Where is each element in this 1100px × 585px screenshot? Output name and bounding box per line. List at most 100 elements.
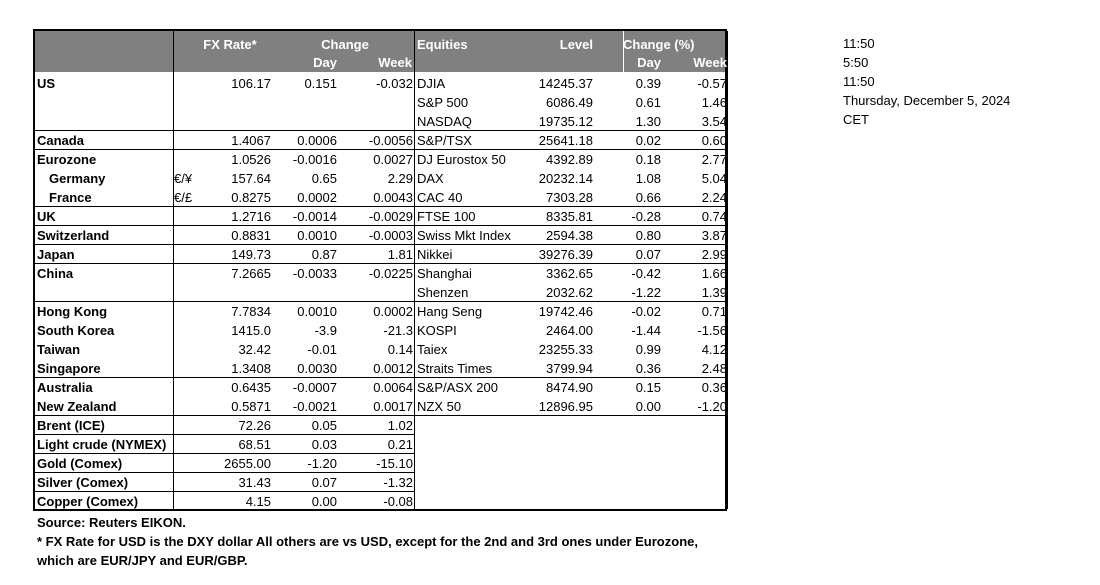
header-eq-week: Week [693,55,727,70]
cell-day: -1.20 [307,456,337,471]
cell-fx: 0.8275 [231,190,271,205]
cell-week: -0.08 [383,494,413,509]
cell-index [417,454,527,473]
cell-day: -0.01 [307,342,337,357]
cell-fx: 4.15 [245,494,271,509]
cell-fx: 0.5871 [231,399,271,414]
cell-index [417,473,527,492]
divider-level-change [623,31,624,72]
cell-country [37,93,173,112]
cell-fx [205,93,271,112]
cell-fx: 0.6435 [231,380,271,395]
cell-week: 0.0043 [373,190,413,205]
cell-fx: 106.17 [231,76,271,91]
cell-day: 0.05 [311,418,337,433]
cell-eq-week: -1.56 [697,323,727,338]
header-change-pct: Change (%) [623,37,695,52]
cell-day: 0.65 [311,171,337,186]
cell-week: -1.32 [383,475,413,490]
cell-index: Straits Times [417,361,493,376]
row-separator [35,263,727,264]
cell-day: -0.0014 [292,209,337,224]
cell-day: 0.0006 [297,133,337,148]
header-week: Week [378,55,412,70]
cell-week: 0.0064 [373,380,413,395]
cell-eq-day: 0.80 [635,228,661,243]
cell-level: 2594.38 [546,228,593,243]
equities-end-line [414,415,728,416]
cell-fx [205,283,271,302]
cell-index: S&P/TSX [417,133,472,148]
cell-level [525,435,593,454]
row-separator [35,206,727,207]
cell-eq-week: 3.87 [701,228,727,243]
cell-index [417,492,527,511]
cell-eq-day: -1.44 [631,323,661,338]
cell-level: 7303.28 [546,190,593,205]
cell-level: 39276.39 [538,247,593,262]
cell-eq-week: 1.46 [701,95,727,110]
cell-eq-week [665,492,727,511]
header-day: Day [313,55,337,70]
cell-day: 0.07 [311,475,337,490]
cell-level: 19742.46 [538,304,593,319]
cell-eq-week [665,416,727,435]
cell-level: 4392.89 [546,152,593,167]
cell-week: 1.81 [387,247,413,262]
cell-index: KOSPI [417,323,457,338]
cell-country: Copper (Comex) [37,494,139,509]
cell-week: -21.3 [383,323,413,338]
cell-country: Australia [37,380,93,395]
cell-index: Shenzen [417,285,469,300]
cell-index: Hang Seng [417,304,483,319]
cell-eq-day: 0.00 [635,399,661,414]
cell-eq-week [665,473,727,492]
cell-day: 0.0010 [297,304,337,319]
row-separator [35,491,415,492]
cell-fx: 72.26 [238,418,271,433]
cell-level: 8474.90 [546,380,593,395]
cell-level: 6086.49 [546,95,593,110]
cell-week: -0.0056 [368,133,413,148]
cell-week: 0.21 [387,437,413,452]
cell-index: DJ Eurostox 50 [417,152,506,167]
cell-country: South Korea [37,323,115,338]
cell-fx: 157.64 [231,171,271,186]
cell-eq-day [615,416,661,435]
cell-fx: 2655.00 [224,456,271,471]
cell-fx: 1.3408 [231,361,271,376]
cell-index: Shanghai [417,266,472,281]
cell-level: 3799.94 [546,361,593,376]
row-separator [35,130,727,131]
cell-eq-week: -1.20 [697,399,727,414]
cell-index: DAX [417,171,444,186]
cell-index: Taiex [417,342,448,357]
cell-level: 3362.65 [546,266,593,281]
row-separator [35,149,727,150]
source-note: Source: Reuters EIKON. [37,515,186,530]
cell-index: S&P 500 [417,95,469,110]
cell-level: 23255.33 [538,342,593,357]
cell-fx: 7.2665 [231,266,271,281]
cell-index [417,435,527,454]
cell-eq-week: 0.74 [701,209,727,224]
cell-level [525,473,593,492]
cell-week: 1.02 [387,418,413,433]
cell-day [275,93,337,112]
cell-day: -0.0016 [292,152,337,167]
cell-country: Hong Kong [37,304,108,319]
cell-country: Canada [37,133,84,148]
cell-country [37,112,173,131]
cell-day: 0.0030 [297,361,337,376]
cell-eq-week: 2.77 [701,152,727,167]
header-fx-rate: FX Rate* [203,37,257,52]
cell-day: -0.0007 [292,380,337,395]
cell-fx: 0.8831 [231,228,271,243]
cell-index: Nikkei [417,247,453,262]
divider-right [727,31,728,509]
cell-eq-day: 0.66 [635,190,661,205]
cell-country: UK [37,209,56,224]
cell-week: 0.14 [387,342,413,357]
cell-eq-day: -0.28 [631,209,661,224]
cell-day: -0.0021 [292,399,337,414]
